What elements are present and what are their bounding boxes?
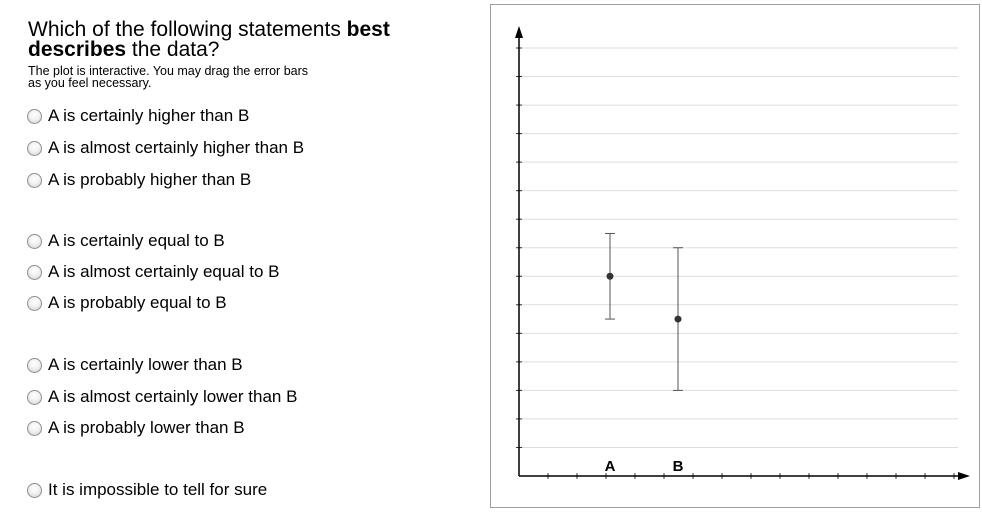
option-label: A is probably equal to B (48, 293, 227, 312)
radio-button[interactable] (27, 420, 42, 436)
option-a-probably-lower[interactable]: A is probably lower than B (27, 418, 245, 438)
option-a-almost-certainly-equal[interactable]: A is almost certainly equal to B (27, 262, 280, 282)
option-a-almost-certainly-lower[interactable]: A is almost certainly lower than B (27, 387, 297, 407)
option-label: It is impossible to tell for sure (48, 480, 268, 499)
y-axis-arrow-icon (515, 26, 523, 38)
radio-button[interactable] (27, 295, 42, 311)
option-a-probably-higher[interactable]: A is probably higher than B (27, 170, 251, 190)
instructions-line-1: The plot is interactive. You may drag th… (28, 64, 309, 78)
option-label: A is certainly equal to B (48, 231, 225, 250)
instructions-line-2: as you feel necessary. (28, 76, 152, 90)
category-label-a: A (605, 458, 616, 475)
option-a-certainly-equal[interactable]: A is certainly equal to B (27, 231, 225, 251)
option-label: A is probably higher than B (48, 170, 252, 189)
radio-button[interactable] (27, 172, 42, 188)
question-heading: Which of the following statements best de… (28, 18, 468, 61)
x-axis-arrow-icon (958, 472, 970, 480)
radio-button[interactable] (27, 389, 42, 405)
radio-button[interactable] (27, 108, 42, 124)
question-emphasis-describes: describes (28, 38, 127, 61)
question-text-end: the data? (126, 38, 220, 61)
instructions: The plot is interactive. You may drag th… (28, 64, 388, 90)
radio-button[interactable] (27, 140, 42, 156)
category-label-b: B (673, 458, 684, 475)
option-label: A is probably lower than B (48, 418, 245, 437)
option-label: A is almost certainly equal to B (48, 262, 280, 281)
option-a-probably-equal[interactable]: A is probably equal to B (27, 293, 227, 313)
radio-button[interactable] (27, 264, 42, 280)
plot-frame (490, 4, 980, 508)
option-impossible-to-tell[interactable]: It is impossible to tell for sure (27, 480, 267, 500)
option-label: A is almost certainly lower than B (48, 387, 298, 406)
data-point-b[interactable] (674, 315, 682, 323)
option-a-certainly-higher[interactable]: A is certainly higher than B (27, 106, 249, 126)
question-text-start: Which of the following statements (28, 18, 347, 41)
option-a-certainly-lower[interactable]: A is certainly lower than B (27, 355, 243, 375)
option-a-almost-certainly-higher[interactable]: A is almost certainly higher than B (27, 138, 304, 158)
option-label: A is almost certainly higher than B (48, 138, 305, 157)
radio-button[interactable] (27, 482, 42, 498)
data-point-a[interactable] (606, 272, 614, 280)
radio-button[interactable] (27, 357, 42, 373)
option-label: A is certainly higher than B (48, 106, 250, 125)
question-emphasis-best: best (346, 18, 390, 41)
option-label: A is certainly lower than B (48, 355, 243, 374)
radio-button[interactable] (27, 233, 42, 249)
